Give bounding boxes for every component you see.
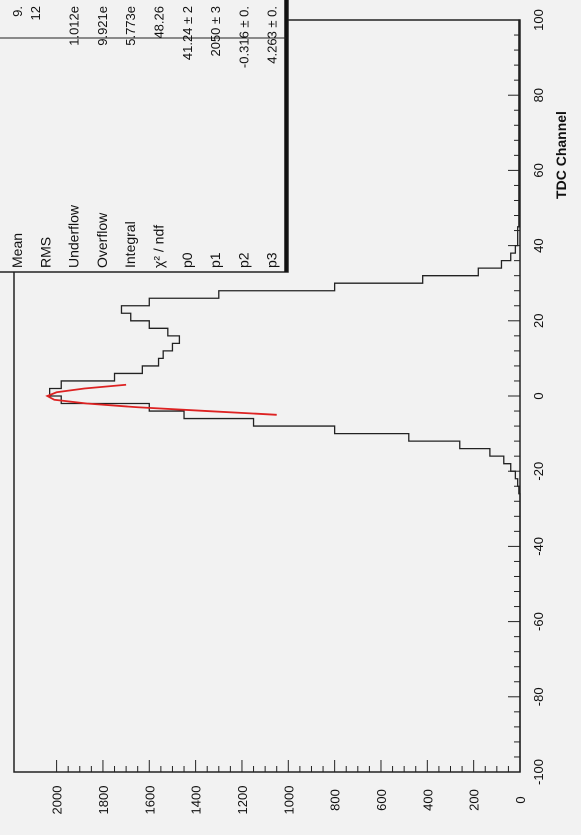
y-tick-label: 400: [420, 789, 435, 811]
y-tick-label: 1200: [235, 786, 250, 815]
stats-row-label: Mean: [9, 233, 25, 268]
stats-row-label: p2: [235, 252, 251, 268]
fit-curve: [45, 383, 277, 416]
stats-row-value: 48.26: [152, 6, 167, 39]
y-tick-label: 1600: [142, 786, 157, 815]
x-tick-label: 20: [531, 314, 546, 328]
histogram-series: [48, 19, 521, 772]
stats-row-value: 9.921e: [95, 6, 110, 46]
stats-row-value: 41.24 ± 2: [180, 6, 195, 60]
y-tick-label: 800: [328, 789, 343, 811]
stats-box: 9. 12 Mean RMS Underflow 1.012e Overflow 9.921e…: [0, 0, 289, 273]
stats-row-value: 4.263 ± 0.: [265, 6, 280, 64]
x-tick-label: 0: [531, 392, 546, 399]
x-tick-label: -60: [531, 612, 546, 631]
x-tick-label: 100: [531, 9, 546, 31]
stats-row-label: χ² / ndf: [151, 225, 167, 268]
y-tick-label: 600: [374, 789, 389, 811]
stats-row-label: p3: [264, 252, 280, 268]
stats-row-value: 2050 ± 3: [208, 6, 223, 57]
stats-top-value: 12: [28, 6, 43, 20]
x-axis-label: TDC Channel: [553, 111, 569, 199]
stats-row-value: 1.012e: [67, 6, 82, 46]
y-tick-label: 2000: [50, 786, 65, 815]
x-tick-label: -20: [531, 462, 546, 481]
y-tick-label: 1000: [281, 786, 296, 815]
stats-row-label: Overflow: [94, 212, 110, 268]
y-tick-label: 1800: [96, 786, 111, 815]
stats-box-frame: [0, 0, 289, 273]
x-tick-label: 60: [531, 163, 546, 177]
stats-row-value: 5.773e: [123, 6, 138, 46]
stats-row-label: RMS: [37, 237, 53, 268]
y-tick-label: 0: [513, 796, 528, 803]
y-tick-label: 1400: [189, 786, 204, 815]
stats-row-value: -0.316 ± 0.: [236, 6, 251, 68]
x-tick-label: -100: [531, 759, 546, 785]
x-tick-label: -40: [531, 537, 546, 556]
stats-row-label: p1: [207, 252, 223, 268]
stats-row-label: Integral: [122, 221, 138, 268]
stats-row-label: p0: [179, 252, 195, 268]
stats-top-value: 9.: [10, 6, 25, 17]
x-tick-label: 40: [531, 238, 546, 252]
y-tick-label: 200: [467, 789, 482, 811]
series-layer: [45, 19, 521, 772]
tick-labels: -100-80-60-40-20020406080100020040060080…: [50, 9, 546, 814]
ticks: [56, 19, 521, 773]
x-tick-label: 80: [531, 88, 546, 102]
x-tick-label: -80: [531, 687, 546, 706]
stats-row-label: Underflow: [66, 204, 82, 268]
